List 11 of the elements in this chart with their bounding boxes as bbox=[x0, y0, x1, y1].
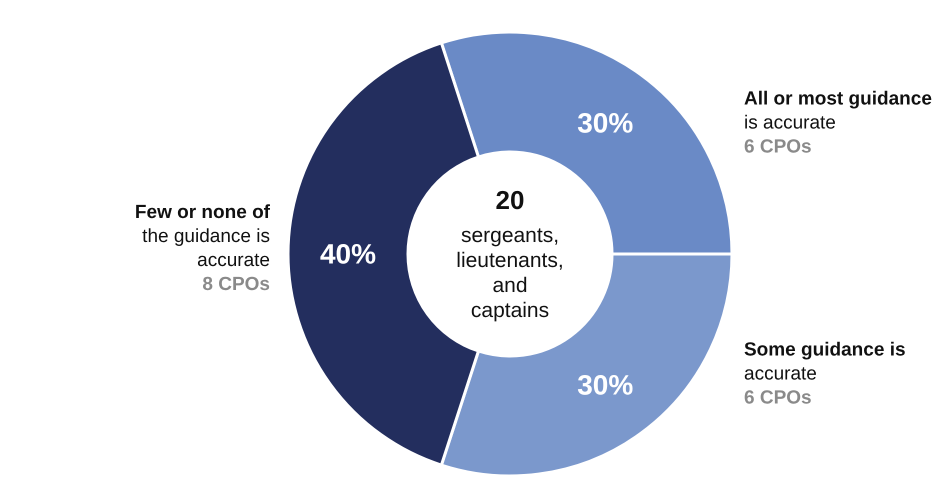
slice-label: Some guidance is accurate bbox=[744, 340, 906, 385]
text: 6 CPOs bbox=[744, 388, 812, 409]
data-label: 30% bbox=[577, 370, 634, 401]
text: 8 CPOs bbox=[202, 274, 270, 295]
data-label: 40% bbox=[320, 238, 376, 270]
text: 20 bbox=[496, 185, 524, 215]
text: sergeants, lieutenants, and captains bbox=[456, 224, 564, 322]
data-label: 30% bbox=[577, 107, 634, 138]
text: 6 CPOs bbox=[744, 136, 812, 158]
slice-label: Few or none of the guidance is accurate bbox=[134, 202, 271, 271]
slice-label: All or most guidance is accurate bbox=[744, 88, 932, 134]
